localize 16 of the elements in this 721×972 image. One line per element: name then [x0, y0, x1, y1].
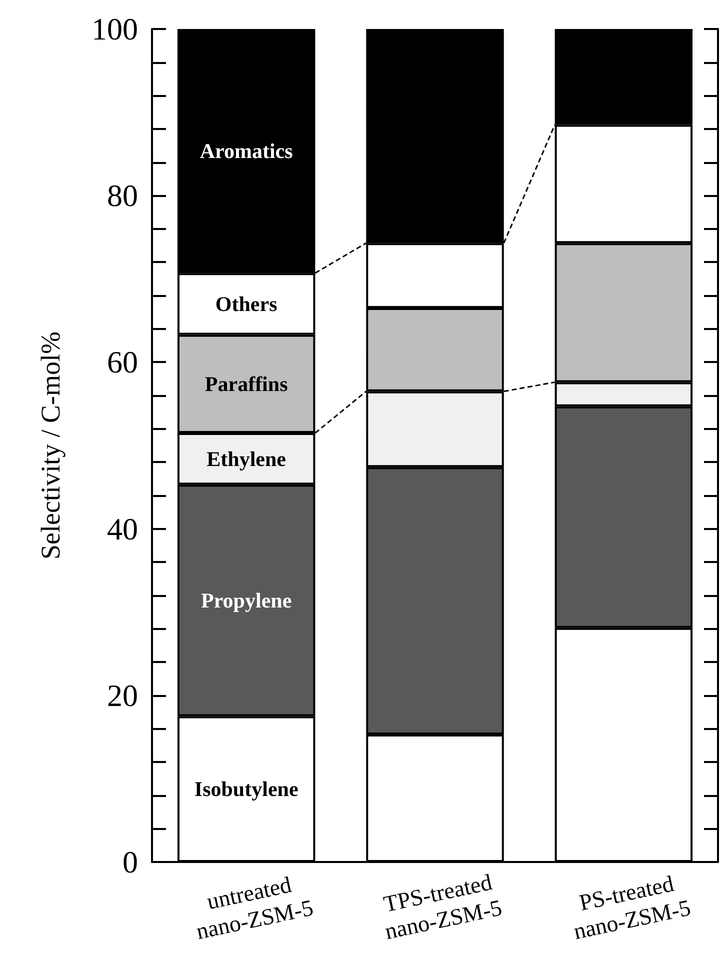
- series-label: Paraffins: [204, 372, 288, 396]
- y-tick-label: 40: [107, 511, 138, 546]
- series-label: Others: [215, 292, 278, 316]
- y-tick-label: 20: [107, 678, 138, 713]
- x-tick-label: TPS-treated nano-ZSM-5: [382, 869, 504, 944]
- y-axis-title: Selectivity / C-mol%: [36, 332, 66, 560]
- series-label: Isobutylene: [194, 777, 298, 802]
- y-tick-label: 80: [107, 178, 138, 214]
- x-tick-label: untreated nano-ZSM-5: [194, 872, 316, 944]
- series-label: Ethylene: [206, 446, 286, 471]
- series-label: Propylene: [201, 588, 292, 612]
- y-tick-label: 60: [107, 344, 138, 380]
- y-tick-label: 100: [92, 12, 138, 46]
- y-tick-label: 0: [122, 844, 138, 880]
- series-label: Aromatics: [200, 139, 293, 164]
- x-tick-label: PS-treated nano-ZSM-5: [571, 870, 693, 944]
